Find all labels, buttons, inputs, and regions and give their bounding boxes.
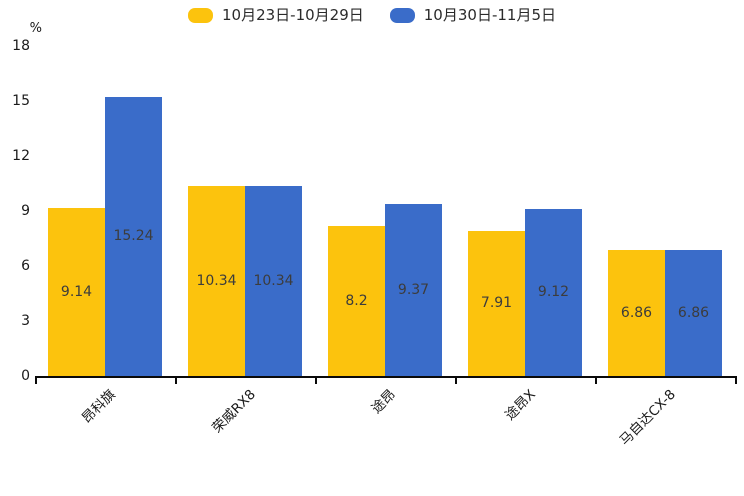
x-category-label-4: 马自达CX-8 [616,386,679,449]
legend-item-series-0[interactable]: 10月23日-10月29日 [188,8,364,23]
x-category-label-2: 途昂 [368,386,399,417]
bar-马自达CX-8-series-0[interactable]: 6.86 [608,250,665,376]
bar-途昂-series-0[interactable]: 8.2 [328,225,385,376]
legend-swatch-icon [188,8,213,23]
bar-荣威RX8-series-1[interactable]: 10.34 [245,186,302,376]
bar-value-label: 10.34 [253,273,294,290]
bar-途昂X-series-1[interactable]: 9.12 [525,208,582,376]
bar-value-label: 10.34 [196,273,237,290]
x-axis-line [35,376,737,378]
chart-legend: 10月23日-10月29日 10月30日-11月5日 [0,8,744,23]
bar-途昂X-series-0[interactable]: 7.91 [468,230,525,376]
legend-item-series-1[interactable]: 10月30日-11月5日 [389,6,556,24]
y-axis-unit-label: % [29,21,42,36]
bar-value-label: 6.86 [620,305,653,322]
y-axis-tick-label: 18 [12,38,30,54]
x-category-label-3: 途昂X [501,386,539,424]
x-axis-tick [175,378,177,384]
y-axis-tick-label: 9 [21,203,30,219]
legend-label: 10月23日-10月29日 [222,6,364,24]
x-axis-tick [455,378,457,384]
bar-荣威RX8-series-0[interactable]: 10.34 [188,186,245,376]
y-axis-tick-label: 3 [21,313,30,329]
y-axis-tick-label: 6 [21,258,30,274]
x-axis-tick [595,378,597,384]
bar-value-label: 9.37 [397,282,430,299]
legend-swatch-icon [389,8,415,23]
y-axis-tick-label: 15 [12,93,30,109]
bar-昂科旗-series-1[interactable]: 15.24 [105,96,162,376]
bar-途昂-series-1[interactable]: 9.37 [385,204,442,376]
bar-昂科旗-series-0[interactable]: 9.14 [48,208,105,376]
x-axis-tick [315,378,317,384]
legend-label: 10月30日-11月5日 [423,6,556,24]
bar-马自达CX-8-series-1[interactable]: 6.86 [665,250,722,376]
x-axis-tick [35,378,37,384]
x-axis-tick [735,378,737,384]
y-axis-tick-label: 12 [12,148,30,164]
x-category-label-0: 昂科旗 [78,386,119,427]
y-axis-tick-label: 0 [21,368,30,384]
x-category-label-1: 荣威RX8 [209,386,259,437]
bar-value-label: 6.86 [677,305,710,322]
bar-value-label: 9.14 [60,284,93,301]
bar-value-label: 7.91 [480,295,513,312]
bar-value-label: 15.24 [113,228,154,245]
bar-value-label: 8.2 [345,292,368,309]
bar-value-label: 9.12 [537,284,570,301]
